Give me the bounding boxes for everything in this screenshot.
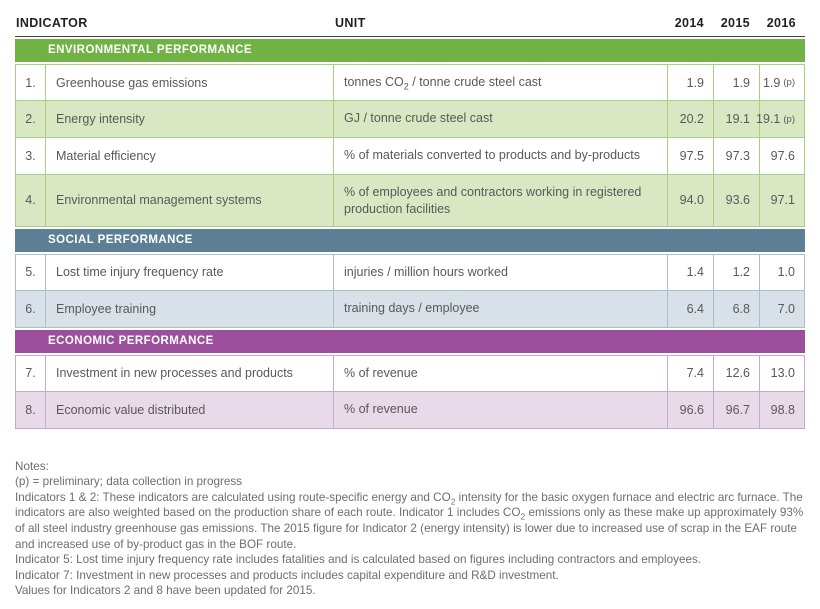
section-economic: ECONOMIC PERFORMANCE 7. Investment in ne… <box>15 329 805 429</box>
value-2015: 96.7 <box>713 391 759 429</box>
value-2015: 19.1 <box>713 101 759 138</box>
unit-cell: % of revenue <box>333 354 667 392</box>
value-2016: 97.6 <box>759 138 805 175</box>
unit-cell: tonnes CO2 / tonne crude steel cast <box>333 64 667 101</box>
value-2016: 7.0 <box>759 290 805 328</box>
indicator-name: Energy intensity <box>45 101 333 138</box>
note-preliminary: (p) = preliminary; data collection in pr… <box>15 475 243 489</box>
preliminary-flag: (p) <box>783 113 795 125</box>
indicator-name: Material efficiency <box>45 138 333 175</box>
value-text: 1.9 <box>762 75 781 90</box>
value-2015: 6.8 <box>713 290 759 328</box>
unit-text: GJ / tonne crude steel cast <box>344 111 493 125</box>
note-indicator-7: Indicator 7: Investment in new processes… <box>15 568 559 582</box>
value-2016: 1.9 (p) <box>759 64 805 101</box>
co2-subscript: 2 <box>520 511 526 522</box>
co2-subscript: 2 <box>450 496 456 507</box>
row-number: 8. <box>15 391 45 429</box>
unit-cell: injuries / million hours worked <box>333 253 667 291</box>
value-2016: 98.8 <box>759 391 805 429</box>
value-2015: 97.3 <box>713 138 759 175</box>
unit-cell: GJ / tonne crude steel cast <box>333 101 667 138</box>
indicator-name: Lost time injury frequency rate <box>45 253 333 291</box>
table-row: 6. Employee training training days / emp… <box>15 290 805 328</box>
note-text: Indicators 1 & 2: These indicators are c… <box>15 490 451 504</box>
value-2015: 93.6 <box>713 175 759 227</box>
section-header-social: SOCIAL PERFORMANCE <box>15 228 805 252</box>
unit-cell: % of revenue <box>333 391 667 429</box>
value-2014: 7.4 <box>667 354 713 392</box>
section-environmental: ENVIRONMENTAL PERFORMANCE 1. Greenhouse … <box>15 39 805 227</box>
preliminary-flag: (p) <box>783 77 795 88</box>
indicator-name: Investment in new processes and products <box>45 354 333 392</box>
column-header-unit: UNIT <box>335 16 366 30</box>
table-header-row: INDICATOR UNIT 2014 2015 2016 <box>15 10 805 37</box>
table-row: 5. Lost time injury frequency rate injur… <box>15 253 805 291</box>
unit-text: % of revenue <box>344 401 418 416</box>
value-2015: 12.6 <box>713 354 759 392</box>
column-header-2014: 2014 <box>674 16 704 30</box>
note-indicator-5: Indicator 5: Lost time injury frequency … <box>15 553 702 567</box>
value-2014: 1.9 <box>667 64 713 101</box>
column-header-2015: 2015 <box>720 16 750 30</box>
column-header-2016: 2016 <box>766 16 796 30</box>
indicator-name: Greenhouse gas emissions <box>45 64 333 101</box>
unit-text: % of materials converted to products and… <box>344 148 640 162</box>
value-2014: 1.4 <box>667 253 713 291</box>
indicator-name: Economic value distributed <box>45 391 333 429</box>
value-2016: 19.1 (p) <box>756 101 805 138</box>
unit-text: % of employees and contractors working i… <box>344 185 642 216</box>
table-row: 2. Energy intensity GJ / tonne crude ste… <box>15 101 805 138</box>
section-header-environmental: ENVIRONMENTAL PERFORMANCE <box>15 39 805 62</box>
section-social: SOCIAL PERFORMANCE 5. Lost time injury f… <box>15 228 805 328</box>
table-row: 4. Environmental management systems % of… <box>15 175 805 227</box>
value-2016: 97.1 <box>759 175 805 227</box>
column-header-indicator: INDICATOR <box>16 16 88 30</box>
notes-title: Notes: <box>15 459 49 473</box>
unit-text: injuries / million hours worked <box>344 264 508 279</box>
indicators-table: INDICATOR UNIT 2014 2015 2016 ENVIRONMEN… <box>15 10 805 429</box>
note-text: intensity for the basic oxygen furnace a… <box>15 490 803 520</box>
note-updated-values: Values for Indicators 2 and 8 have been … <box>15 584 316 598</box>
value-2015: 1.2 <box>713 253 759 291</box>
row-number: 3. <box>15 138 45 175</box>
table-row: 8. Economic value distributed % of reven… <box>15 391 805 429</box>
value-2014: 94.0 <box>667 175 713 227</box>
section-header-economic: ECONOMIC PERFORMANCE <box>15 329 805 353</box>
table-row: 1. Greenhouse gas emissions tonnes CO2 /… <box>15 64 805 101</box>
unit-subscript: 2 <box>403 81 409 92</box>
row-number: 4. <box>15 175 45 227</box>
value-2016: 13.0 <box>759 354 805 392</box>
row-number: 2. <box>15 101 45 138</box>
notes-block: Notes: (p) = preliminary; data collectio… <box>15 459 811 599</box>
value-2014: 20.2 <box>667 101 713 138</box>
row-number: 1. <box>15 64 45 101</box>
row-number: 5. <box>15 253 45 291</box>
unit-text: / tonne crude steel cast <box>408 75 542 89</box>
indicator-name: Employee training <box>45 290 333 328</box>
unit-text: tonnes CO <box>344 75 404 89</box>
indicator-name: Environmental management systems <box>45 175 333 227</box>
unit-cell: training days / employee <box>333 290 667 328</box>
value-2014: 96.6 <box>667 391 713 429</box>
unit-text: % of revenue <box>344 365 418 380</box>
value-2015: 1.9 <box>713 64 759 101</box>
row-number: 7. <box>15 354 45 392</box>
table-row: 7. Investment in new processes and produ… <box>15 354 805 392</box>
value-2016: 1.0 <box>759 253 805 291</box>
note-text: emissions only as these make up approxim… <box>15 506 804 551</box>
note-indicators-1-2: Indicators 1 & 2: These indicators are c… <box>15 490 811 552</box>
row-number: 6. <box>15 290 45 328</box>
value-text: 19.1 <box>756 112 781 126</box>
unit-text: training days / employee <box>344 300 480 315</box>
value-2014: 6.4 <box>667 290 713 328</box>
value-2014: 97.5 <box>667 138 713 175</box>
unit-cell: % of materials converted to products and… <box>333 138 667 175</box>
unit-cell: % of employees and contractors working i… <box>333 175 667 227</box>
table-row: 3. Material efficiency % of materials co… <box>15 138 805 175</box>
